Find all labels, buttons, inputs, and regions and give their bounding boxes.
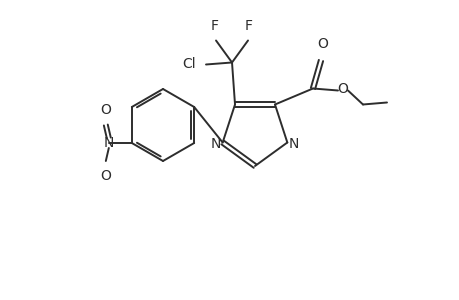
Text: F: F: [245, 20, 252, 34]
Text: F: F: [211, 20, 218, 34]
Text: N: N: [103, 136, 114, 150]
Text: O: O: [317, 38, 328, 52]
Text: O: O: [337, 82, 347, 97]
Text: O: O: [100, 103, 111, 117]
Text: N: N: [210, 136, 220, 151]
Text: O: O: [100, 169, 111, 183]
Text: N: N: [288, 136, 298, 151]
Text: Cl: Cl: [182, 58, 196, 71]
